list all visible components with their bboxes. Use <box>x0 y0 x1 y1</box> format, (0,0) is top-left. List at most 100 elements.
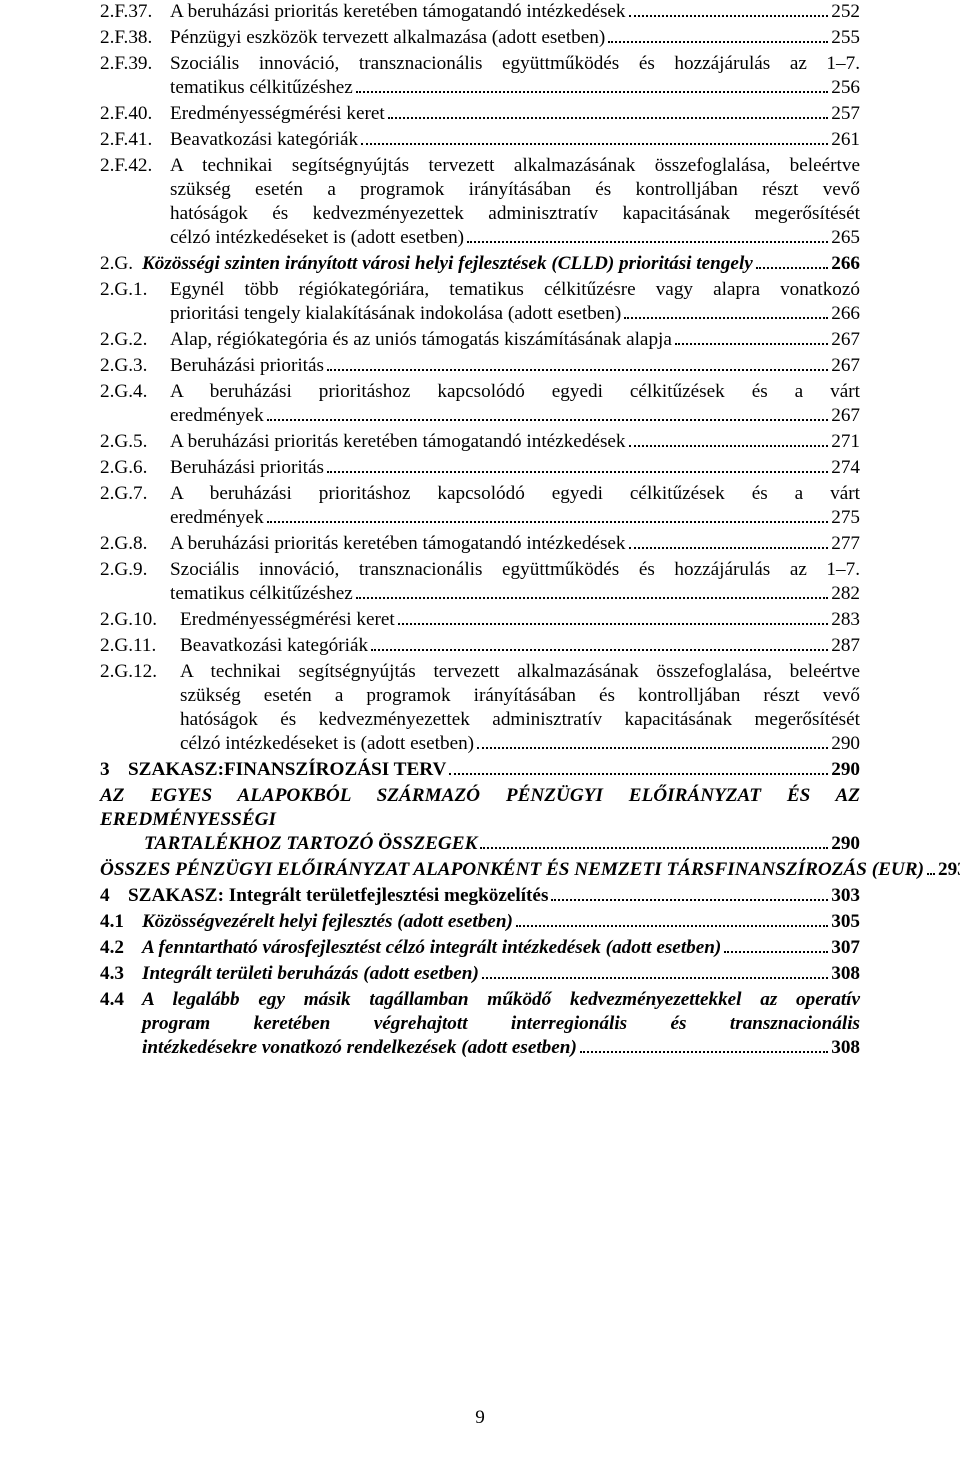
toc-line: A beruházási prioritás keretében támogat… <box>170 532 860 556</box>
toc-leader-dots <box>927 873 935 875</box>
toc-text: eredmények <box>170 404 264 428</box>
toc-text: Eredményességmérési keret <box>170 102 385 126</box>
toc-line: eredmények267 <box>170 404 860 428</box>
toc-line: ÖSSZES PÉNZÜGYI ELŐIRÁNYZAT ALAPONKÉNT É… <box>100 858 960 882</box>
toc-text: Integrált területi beruházás (adott eset… <box>142 962 479 986</box>
toc-entry-number: 4.4 <box>100 988 142 1012</box>
toc-text: A beruházási prioritás keretében támogat… <box>170 532 626 556</box>
toc-entry-body: Közösségi szinten irányított városi hely… <box>142 252 860 276</box>
toc-line: célzó intézkedéseket is (adott esetben)2… <box>180 732 860 756</box>
toc-entry-number: 4.2 <box>100 936 142 960</box>
toc-line: Beruházási prioritás267 <box>170 354 860 378</box>
toc-leader-dots <box>398 623 829 625</box>
toc-line: program keretében végrehajtott interregi… <box>142 1012 860 1036</box>
toc-entry-body: Beavatkozási kategóriák261 <box>170 128 860 152</box>
toc-entry-body: Alap, régiókategória és az uniós támogat… <box>170 328 860 352</box>
toc-line: tematikus célkitűzéshez256 <box>170 76 860 100</box>
toc-text: AZ EGYES ALAPOKBÓL SZÁRMAZÓ PÉNZÜGYI ELŐ… <box>100 784 860 832</box>
toc-entry-body: Beruházási prioritás267 <box>170 354 860 378</box>
toc-leader-dots <box>629 15 829 17</box>
toc-leader-dots <box>477 747 828 749</box>
toc-page-ref: 266 <box>831 252 860 276</box>
toc-entry: 4.1Közösségvezérelt helyi fejlesztés (ad… <box>100 910 860 934</box>
toc-text: program keretében végrehajtott interregi… <box>142 1012 860 1036</box>
toc-line: Közösségi szinten irányított városi hely… <box>142 252 860 276</box>
toc-leader-dots <box>724 951 828 953</box>
toc-line: tematikus célkitűzéshez282 <box>170 582 860 606</box>
toc-leader-dots <box>449 773 828 775</box>
toc-entry-body: A beruházási prioritás keretében támogat… <box>170 0 860 24</box>
toc-entry-number: 4.3 <box>100 962 142 986</box>
toc-text: A fenntartható városfejlesztést célzó in… <box>142 936 721 960</box>
toc-entry-body: ÖSSZES PÉNZÜGYI ELŐIRÁNYZAT ALAPONKÉNT É… <box>100 858 960 882</box>
toc-text: szükség esetén a programok irányításában… <box>180 684 860 708</box>
toc-line: A legalább egy másik tagállamban működő … <box>142 988 860 1012</box>
toc-text: Közösségvezérelt helyi fejlesztés (adott… <box>142 910 513 934</box>
toc-entry-body: Beavatkozási kategóriák 287 <box>180 634 860 658</box>
toc-line: prioritási tengely kialakításának indoko… <box>170 302 860 326</box>
toc-text: Beruházási prioritás <box>170 456 324 480</box>
toc-text: tematikus célkitűzéshez <box>170 582 353 606</box>
toc-line: Beavatkozási kategóriák261 <box>170 128 860 152</box>
toc-entry: 2.G.2.Alap, régiókategória és az uniós t… <box>100 328 860 352</box>
toc-text: Szociális innováció, transznacionális eg… <box>170 52 860 76</box>
toc-page-ref: 290 <box>831 732 860 756</box>
toc-text: ÖSSZES PÉNZÜGYI ELŐIRÁNYZAT ALAPONKÉNT É… <box>100 858 924 882</box>
toc-text: tematikus célkitűzéshez <box>170 76 353 100</box>
toc-line: Pénzügyi eszközök tervezett alkalmazása … <box>170 26 860 50</box>
toc-page-ref: 287 <box>831 634 860 658</box>
toc-entry-number: 2.G.2. <box>100 328 170 352</box>
toc-entry-body: A beruházási prioritáshoz kapcsolódó egy… <box>170 380 860 428</box>
toc-line: A beruházási prioritás keretében támogat… <box>170 430 860 454</box>
toc-line: SZAKASZ: Integrált területfejlesztési me… <box>128 884 860 908</box>
page-number: 9 <box>0 1406 960 1430</box>
toc-page-ref: 267 <box>831 328 860 352</box>
toc-line: Beavatkozási kategóriák 287 <box>180 634 860 658</box>
toc-entry-body: Integrált területi beruházás (adott eset… <box>142 962 860 986</box>
toc-line: intézkedésekre vonatkozó rendelkezések (… <box>142 1036 860 1060</box>
toc-line: TARTALÉKHOZ TARTOZÓ ÖSSZEGEK290 <box>100 832 860 856</box>
toc-text: hatóságok és kedvezményezettek adminiszt… <box>180 708 860 732</box>
toc-entry: ÖSSZES PÉNZÜGYI ELŐIRÁNYZAT ALAPONKÉNT É… <box>100 858 860 882</box>
toc-line: szükség esetén a programok irányításában… <box>180 684 860 708</box>
toc-page-ref: 265 <box>831 226 860 250</box>
toc-page-ref: 277 <box>831 532 860 556</box>
toc-leader-dots <box>267 521 828 523</box>
toc-entry: 3SZAKASZ:FINANSZÍROZÁSI TERV290 <box>100 758 860 782</box>
toc-line: A technikai segítségnyújtás tervezett al… <box>170 154 860 178</box>
toc-entry: 4.3Integrált területi beruházás (adott e… <box>100 962 860 986</box>
toc-entry-body: A technikai segítségnyújtás tervezett al… <box>170 154 860 250</box>
toc-entry: 2.G.9.Szociális innováció, transznacioná… <box>100 558 860 606</box>
toc-line: hatóságok és kedvezményezettek adminiszt… <box>170 202 860 226</box>
toc-entry-body: A beruházási prioritás keretében támogat… <box>170 532 860 556</box>
toc-entry-number: 2.G.3. <box>100 354 170 378</box>
toc-line: Egynél több régiókategóriára, tematikus … <box>170 278 860 302</box>
toc-entry-body: Közösségvezérelt helyi fejlesztés (adott… <box>142 910 860 934</box>
toc-entry-number: 2.G.9. <box>100 558 170 582</box>
toc-text: Szociális innováció, transznacionális eg… <box>170 558 860 582</box>
toc-line: A fenntartható városfejlesztést célzó in… <box>142 936 860 960</box>
toc-text: A beruházási prioritáshoz kapcsolódó egy… <box>170 482 860 506</box>
toc-leader-dots <box>327 471 828 473</box>
toc-line: Közösségvezérelt helyi fejlesztés (adott… <box>142 910 860 934</box>
toc-line: A technikai segítségnyújtás tervezett al… <box>180 660 860 684</box>
toc-entry-body: Szociális innováció, transznacionális eg… <box>170 558 860 606</box>
toc-text: Közösségi szinten irányított városi hely… <box>142 252 753 276</box>
toc-text: TARTALÉKHOZ TARTOZÓ ÖSSZEGEK <box>144 832 477 856</box>
toc-entry-number: 2.G.6. <box>100 456 170 480</box>
toc-entry-number: 2.G.5. <box>100 430 170 454</box>
toc-entry: 2.G.12.A technikai segítségnyújtás terve… <box>100 660 860 756</box>
toc-entry-body: Egynél több régiókategóriára, tematikus … <box>170 278 860 326</box>
toc-entry-number: 2.G.7. <box>100 482 170 506</box>
toc-entry-number: 3 <box>100 758 128 782</box>
toc-entry-body: AZ EGYES ALAPOKBÓL SZÁRMAZÓ PÉNZÜGYI ELŐ… <box>100 784 860 856</box>
toc-leader-dots <box>624 317 828 319</box>
toc-text: Beavatkozási kategóriák <box>180 634 368 658</box>
toc-entry: 2.F.40.Eredményességmérési keret257 <box>100 102 860 126</box>
toc-leader-dots <box>482 977 828 979</box>
toc-entry: 2.G.1.Egynél több régiókategóriára, tema… <box>100 278 860 326</box>
toc-text: A beruházási prioritás keretében támogat… <box>170 430 626 454</box>
toc-page-ref: 308 <box>831 962 860 986</box>
toc-text: szükség esetén a programok irányításában… <box>170 178 860 202</box>
toc-leader-dots <box>580 1051 828 1053</box>
